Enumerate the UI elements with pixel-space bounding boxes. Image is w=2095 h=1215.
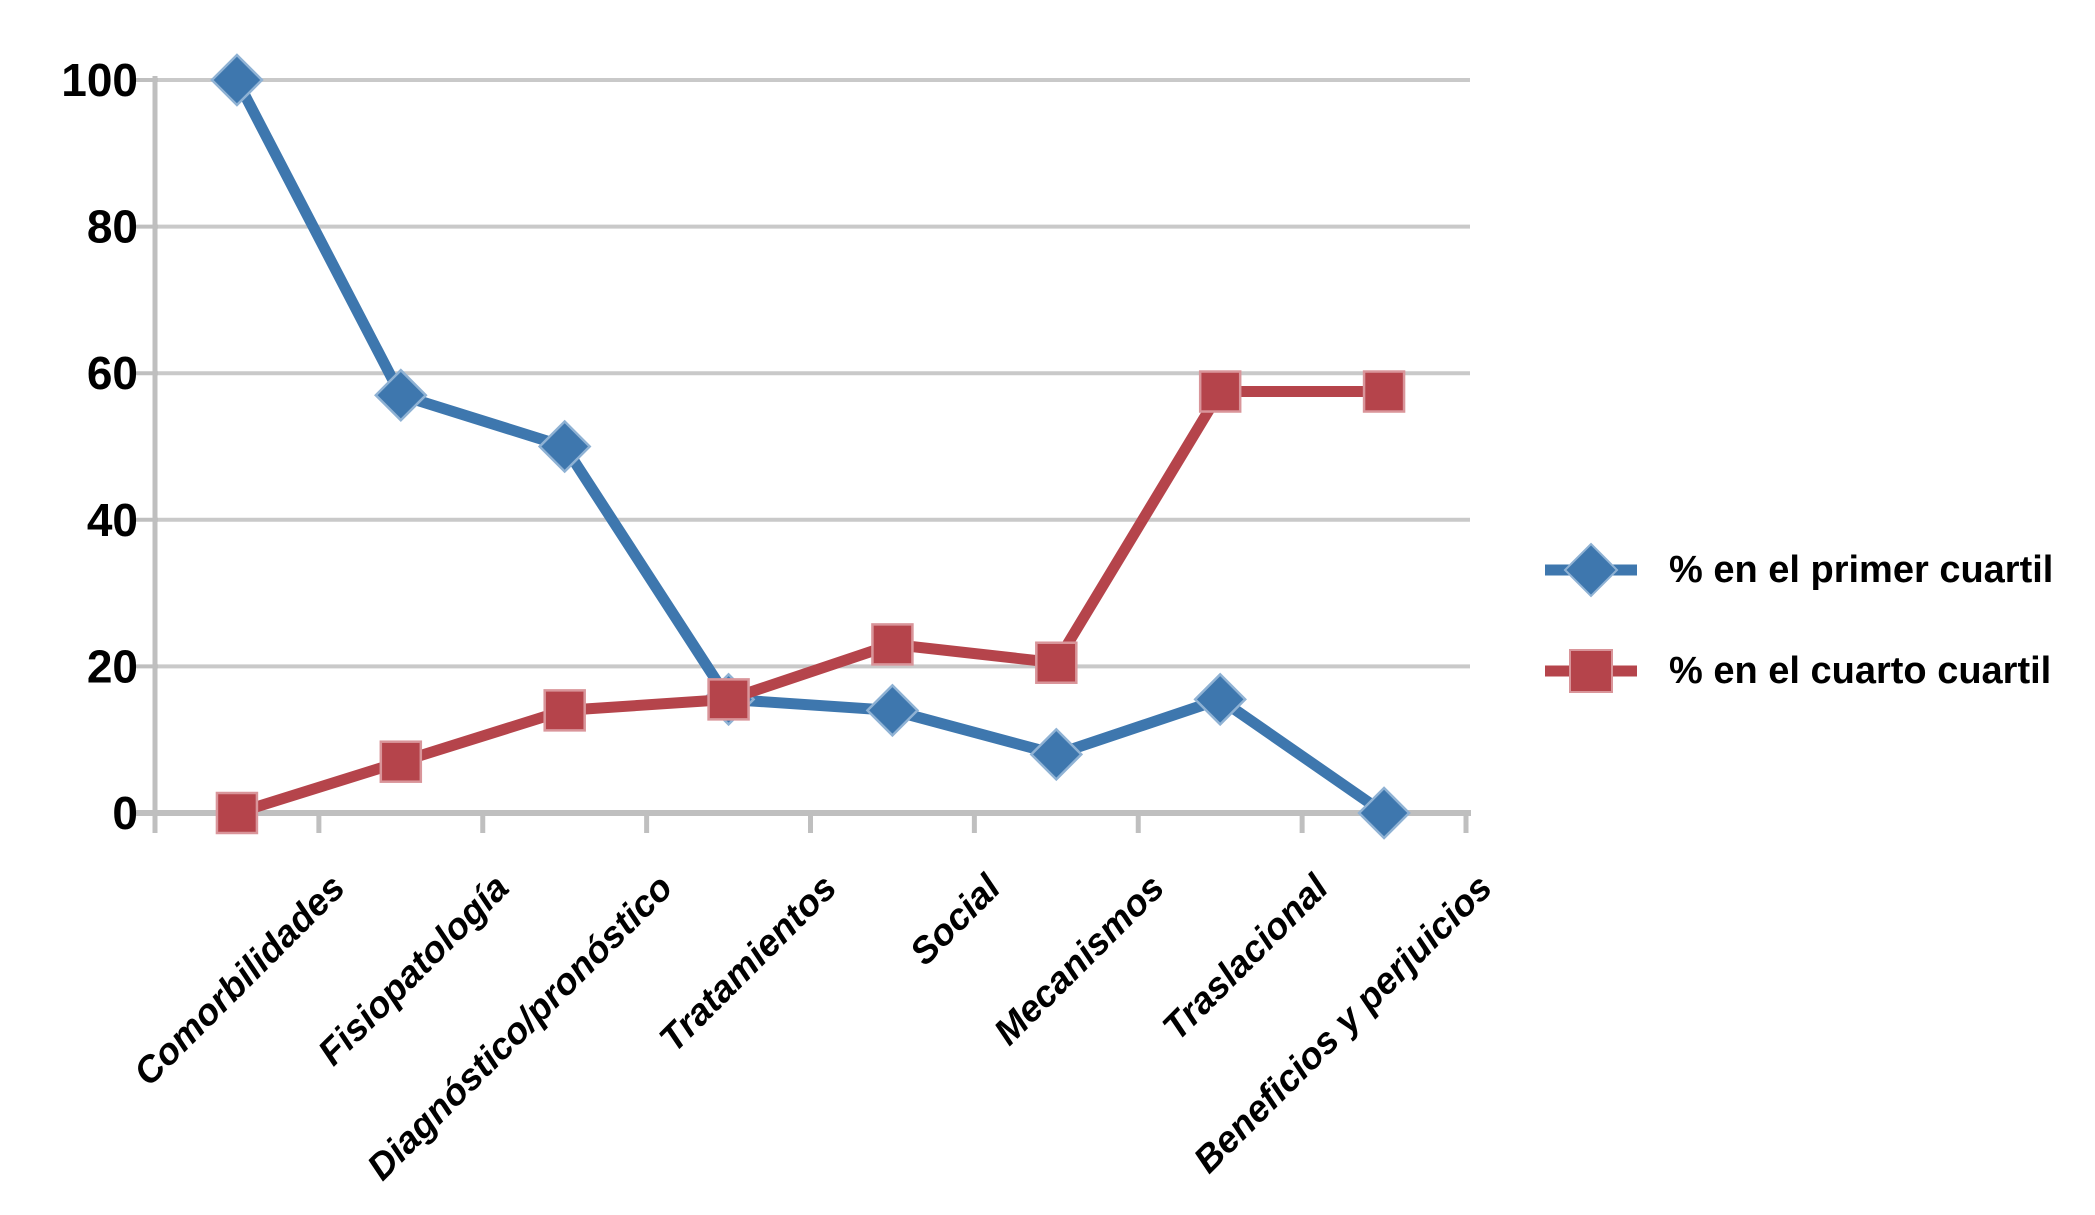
series-primer-cuartil	[210, 53, 1411, 840]
x-axis-ticks	[152, 813, 1469, 833]
data-point-diamond	[1357, 786, 1411, 840]
x-tick-label: Comorbilidades	[126, 867, 353, 1094]
y-tick-label: 40	[87, 494, 138, 546]
x-tick-label: Beneficios y perjuicios	[1186, 867, 1500, 1181]
legend-label: % en el cuarto cuartil	[1669, 650, 2052, 692]
y-tick-label: 100	[61, 54, 138, 106]
data-point-square	[707, 678, 750, 721]
data-point-diamond	[865, 683, 920, 738]
data-point-square	[871, 623, 914, 666]
data-point-square	[1362, 370, 1406, 413]
axes	[136, 76, 1471, 833]
data-point-square	[379, 740, 423, 783]
y-tick-label: 0	[112, 787, 138, 839]
gridlines	[155, 78, 1470, 669]
x-tick-label: Traslacional	[1155, 866, 1337, 1048]
y-tick-label: 20	[87, 640, 138, 692]
x-tick-label: Mecanismos	[986, 867, 1172, 1053]
series-cuarto-cuartil	[215, 370, 1406, 835]
x-tick-label: Diagnóstico/pronóstico	[359, 867, 680, 1188]
legend-item-primer-cuartil: % en el primer cuartil	[1545, 540, 2053, 600]
y-tick-label: 80	[87, 201, 138, 253]
x-tick-label: Social	[902, 866, 1009, 973]
data-point-diamond	[210, 53, 264, 107]
y-tick-label: 60	[87, 347, 138, 399]
legend-label: % en el primer cuartil	[1669, 549, 2054, 591]
data-point-diamond	[1029, 727, 1084, 782]
y-axis-labels: 0 20 40 60 80 100	[61, 54, 138, 839]
data-point-diamond	[537, 419, 592, 474]
x-tick-label: Tratamientos	[651, 867, 844, 1060]
data-point-diamond	[374, 368, 428, 422]
legend-item-cuarto-cuartil: % en el cuarto cuartil	[1545, 641, 2051, 701]
data-point-square	[215, 791, 259, 835]
x-axis-labels: ComorbilidadesFisiopatologíaDiagnóstico/…	[126, 866, 1500, 1188]
data-point-square	[1198, 370, 1242, 413]
data-point-diamond	[1193, 672, 1247, 727]
square-marker-icon	[1545, 649, 1637, 693]
data-point-square	[1035, 641, 1078, 684]
diamond-marker-icon	[1545, 542, 1637, 598]
data-point-square	[543, 689, 586, 732]
